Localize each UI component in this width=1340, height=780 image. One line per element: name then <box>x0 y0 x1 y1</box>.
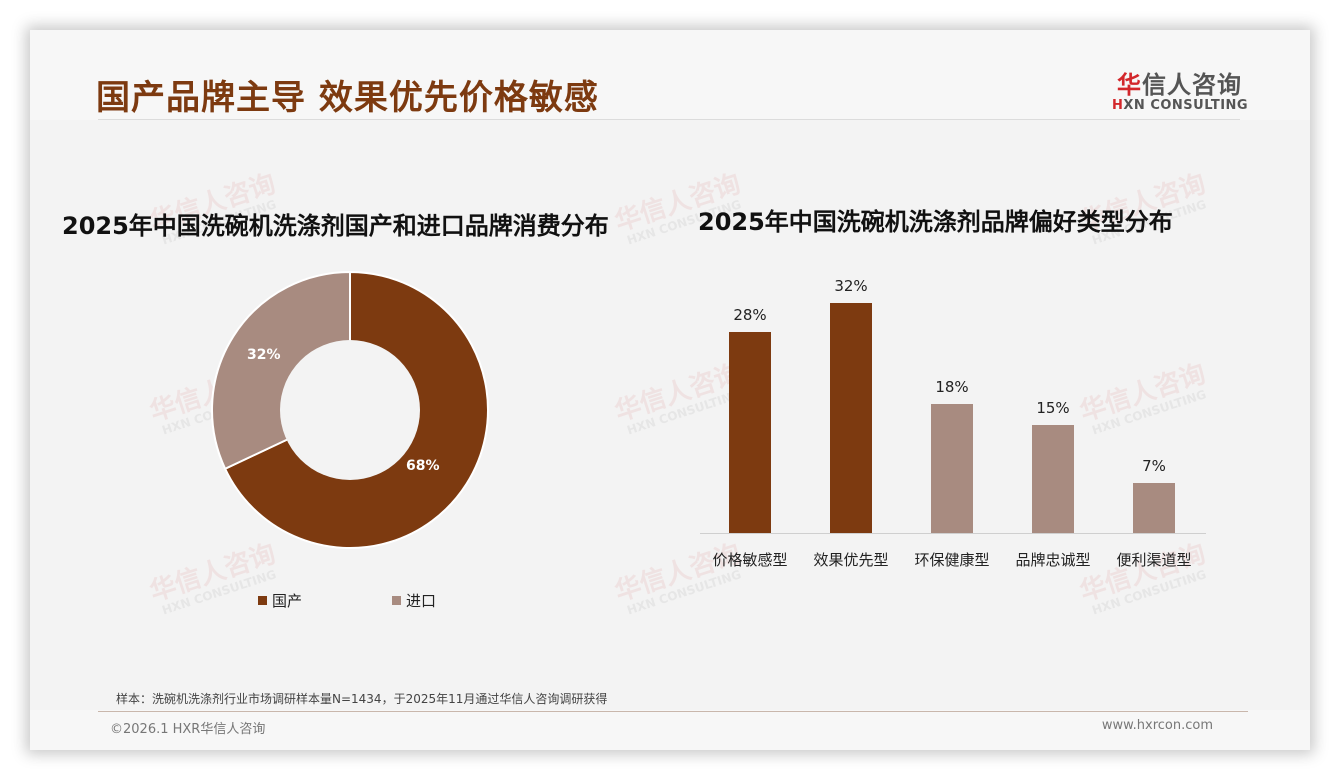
website-link[interactable]: www.hxrcon.com <box>1101 718 1213 733</box>
bar-category-label: 效果优先型 <box>813 551 889 569</box>
page-title: 国产品牌主导 效果优先价格敏感 <box>96 78 599 118</box>
slide: 华信人咨询 HXN CONSULTING 华信人咨询 HXN CONSULTING … <box>30 30 1310 750</box>
legend-item-domestic: 国产 <box>258 590 302 611</box>
legend-label: 国产 <box>272 592 303 610</box>
footer-divider <box>98 711 1248 712</box>
bar-chart: 28% 价格敏感型 32% 效果优先型 18% 环保健康型 15% 品牌忠诚型 7% 便利渠道型 <box>700 277 1210 580</box>
sample-note: 样本：洗碗机洗涤剂行业市场调研样本量N=1434，于2025年11月通过华信人咨… <box>116 692 608 706</box>
bar-category-label: 环保健康型 <box>914 551 990 569</box>
bar-category-label: 价格敏感型 <box>712 551 788 569</box>
logo-cn: 华信人咨询 <box>1117 71 1242 99</box>
company-logo: 华信人咨询 HXN CONSULTING <box>1112 65 1249 113</box>
bar-category-label: 品牌忠诚型 <box>1015 551 1091 569</box>
donut-label-imported: 32% <box>247 347 281 363</box>
copyright: ©2026.1 HXR华信人咨询 <box>110 722 266 737</box>
bar-0 <box>729 331 771 533</box>
legend-item-imported: 进口 <box>392 590 436 611</box>
bar-4 <box>1133 482 1175 533</box>
legend-swatch-imported <box>392 596 401 605</box>
donut-svg <box>211 270 489 549</box>
bar-value-label: 32% <box>834 277 868 295</box>
x-axis-line <box>700 533 1206 534</box>
bar-1 <box>830 303 872 533</box>
donut-chart-title: 2025年中国洗碗机洗涤剂国产和进口品牌消费分布 <box>62 212 609 240</box>
bar-value-label: 15% <box>1036 399 1070 418</box>
title-divider <box>98 119 1240 120</box>
bar-value-label: 7% <box>1142 456 1166 475</box>
bar-chart-title: 2025年中国洗碗机洗涤剂品牌偏好类型分布 <box>698 208 1173 236</box>
bar-category-label: 便利渠道型 <box>1116 551 1192 569</box>
bar-2 <box>931 403 973 533</box>
bar-3 <box>1032 425 1074 533</box>
logo-en: HXN CONSULTING <box>1112 98 1249 113</box>
bar-value-label: 18% <box>935 377 969 396</box>
legend-swatch-domestic <box>258 596 267 605</box>
header-band <box>30 30 1310 120</box>
bar-value-label: 28% <box>733 305 767 324</box>
footer-band <box>30 710 1310 750</box>
donut-chart: 68% 32% <box>210 270 490 550</box>
legend-label: 进口 <box>406 592 437 610</box>
donut-label-domestic: 68% <box>406 458 440 474</box>
